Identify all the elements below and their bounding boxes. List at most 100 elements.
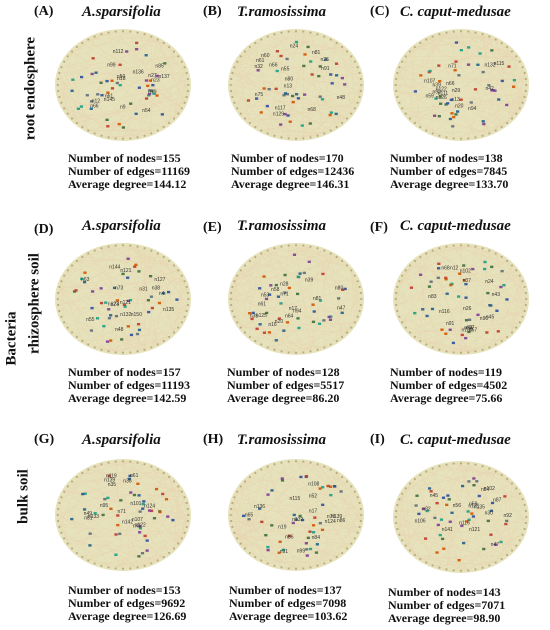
node-label: n99 (107, 62, 116, 68)
average-degree: Average degree=133.70 (390, 177, 509, 191)
node-label: n47 (491, 542, 500, 548)
panel-species: A.sparsifolia (82, 432, 161, 448)
network-stats: Number of nodes=137 Number of edges=7098… (229, 584, 347, 623)
node-label: n112 (113, 49, 124, 55)
edge-count: Number of edges=11193 (68, 378, 190, 392)
node-label: n127 (154, 277, 165, 283)
node-label: n132 (120, 312, 131, 318)
node-label: n82 (422, 507, 431, 513)
node-label: n68 (441, 265, 450, 271)
average-degree: Average degree=98.90 (388, 611, 501, 625)
node-label: n12 (92, 99, 101, 105)
panel-letter: (E) (203, 220, 222, 235)
node-label: n102 (460, 268, 471, 274)
node-label: n20 (455, 103, 464, 109)
panel-e: (E) T.ramosissima n35 n47 n53 n20 n17 n94 n58 n… (203, 218, 385, 418)
node-label: n58 (271, 287, 280, 293)
panel-letter: (D) (34, 222, 54, 237)
node-label: n39 (305, 278, 314, 284)
node-label: n55 (281, 66, 290, 72)
node-label: n81 (84, 516, 93, 522)
network-graph: n106 n141 n131 n45 n59 n47 n116 n135 n56 n82 n84n8… (393, 461, 529, 573)
node-label: n25 (321, 57, 330, 63)
node-label: n37 (463, 278, 472, 284)
network-stats: Number of nodes=170 Number of edges=1243… (231, 152, 354, 191)
average-degree: Average degree=75.66 (390, 391, 503, 405)
panel-letter: (C) (370, 4, 390, 19)
node-label: n86 (285, 534, 294, 540)
network-graph: n61 n112 n54 n79 n18 n145 n27 n99 n23 n12 n137 n66 n… (55, 29, 191, 141)
node-label: n66 (90, 103, 99, 109)
panel-species: C. caput-medusae (400, 432, 511, 448)
panel-i: (I) C. caput-medusae n106 n141 n131 n45 n59 n… (370, 428, 550, 628)
network-stats: Number of nodes=153 Number of edges=9692… (68, 584, 186, 623)
node-label: n71 (117, 509, 126, 515)
node-label: n73 (115, 286, 124, 292)
panel-letter: (I) (370, 432, 385, 447)
node-label: n108 (308, 482, 319, 488)
node-label: n137 (159, 74, 170, 80)
node-label: n119 (106, 473, 117, 479)
node-label: n35 (108, 482, 117, 488)
node-label: n43 (492, 292, 501, 298)
node-label: n20 (275, 319, 284, 325)
node-label: n59 (469, 502, 478, 508)
node-label: n75 (255, 92, 264, 98)
node-label: n13 (284, 83, 293, 89)
edge-count: Number of edges=12436 (231, 164, 355, 178)
panel-letter: (A) (34, 4, 54, 19)
node-label: n139 (104, 477, 115, 483)
bacteria-label: Bacteria (3, 311, 20, 366)
node-label: n29 (452, 88, 461, 94)
panel-h: (H) T.ramosissima n132 n86 n91 n124 n17 n84 n1… (203, 428, 385, 628)
node-label: n121 (120, 300, 131, 306)
node-label: n63 (81, 277, 90, 283)
node-label: n64 (285, 313, 294, 319)
edge-count: Number of edges=9692 (68, 596, 186, 610)
node-label: n101 (130, 501, 141, 507)
panel-letter: (G) (34, 432, 55, 447)
node-label: n99 (297, 548, 306, 554)
edge-count: Number of edges=5517 (227, 378, 345, 392)
node-label: n65 (245, 513, 254, 519)
node-label: n99 (433, 89, 442, 95)
node-label: n125 (256, 313, 267, 319)
node-label: n121 (469, 527, 480, 533)
node-label: n4 (159, 291, 165, 297)
node-label: n36 (123, 478, 132, 484)
average-degree: Average degree=144.12 (68, 177, 187, 191)
node-label: n19 (278, 525, 287, 531)
node-label: n71 (280, 291, 289, 297)
node-label: n92 (504, 513, 513, 519)
node-label: n81 (313, 296, 322, 302)
average-degree: Average degree=146.31 (231, 177, 350, 191)
node-label: n115 (494, 61, 505, 67)
panel-letter: (H) (203, 432, 224, 447)
node-label: n60 (261, 53, 270, 59)
panel-b: (B) T.ramosissima n60 n48 n24 n66 n80 n129 n61… (203, 4, 385, 204)
node-label: n117 (275, 106, 286, 112)
node-label: n16 (268, 322, 277, 328)
panel-species: T.ramosissima (237, 432, 327, 448)
node-label: n95 (100, 503, 109, 509)
node-label: n53 (261, 292, 270, 298)
node-label: n24 (290, 44, 299, 50)
network-stats: Number of nodes=138 Number of edges=7845… (390, 152, 508, 191)
node-label: n81 (312, 50, 321, 56)
panel-a: (A) A.sparsifolia n61 n112 n54 n79 n18 n145 n2… (34, 4, 212, 204)
node-label: n55 (86, 317, 95, 323)
node-label: n129 (273, 112, 284, 118)
panel-species: A.sparsifolia (82, 4, 161, 20)
node-count: Number of nodes=153 (68, 583, 181, 597)
edge-count: Number of edges=11169 (68, 164, 190, 178)
node-label: n107 (132, 517, 143, 523)
node-label: n91 (446, 321, 455, 327)
edge-count: Number of edges=7098 (229, 596, 347, 610)
node-label: n74 (111, 302, 120, 308)
node-count: Number of nodes=170 (231, 151, 344, 165)
node-label: n78 (327, 514, 336, 520)
node-label: n115 (289, 496, 300, 502)
panel-c: (C) C. caput-medusae n132 n126 n29 n94 n66 n1… (370, 4, 550, 204)
